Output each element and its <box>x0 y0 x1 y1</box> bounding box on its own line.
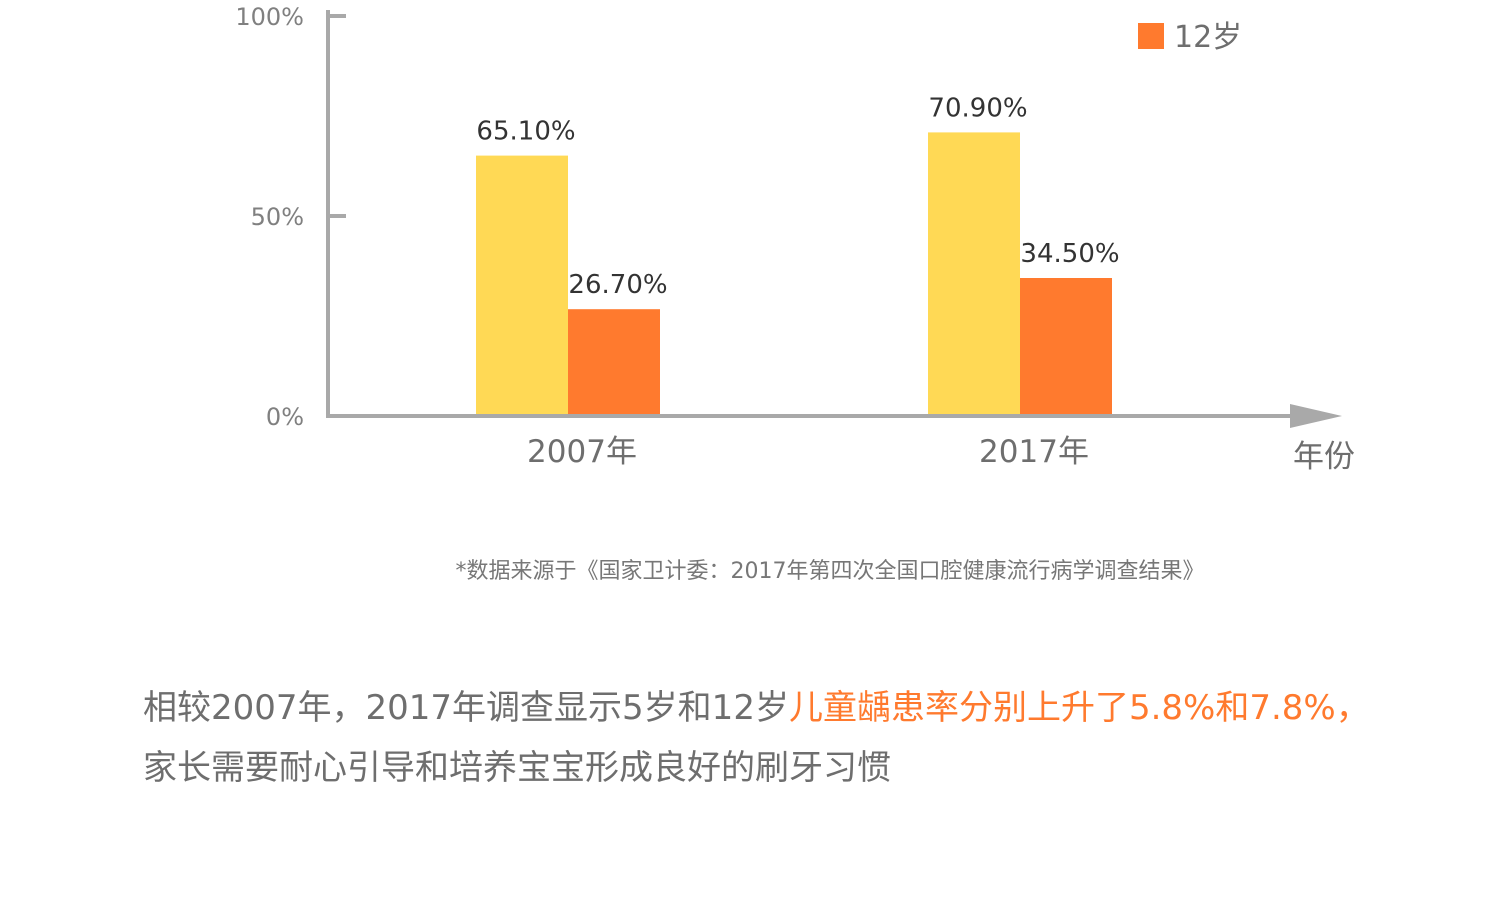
bar-chart: 0% 50% 100% 65.10% 70.90% 26.70% 34.50% 2007年 20… <box>235 3 1355 475</box>
x-category-label: 2017年 <box>979 434 1089 470</box>
chart-bars <box>476 132 1112 414</box>
data-label: 26.70% <box>568 270 667 300</box>
data-label: 34.50% <box>1020 239 1119 269</box>
summary-text: 相较2007年，2017年调查显示5岁和12岁儿童龋患率分别上升了5.8%和7.… <box>143 678 1373 798</box>
summary-text-part3: 家长需要耐心引导和培养宝宝形成良好的刷牙习惯 <box>143 748 891 788</box>
y-tick-label: 50% <box>251 203 304 231</box>
legend-label: 12岁 <box>1174 20 1242 55</box>
chart-legend: 12岁 <box>1138 20 1242 55</box>
legend-swatch <box>1138 23 1164 49</box>
summary-highlight: 儿童龋患率分别上升了5.8%和7.8%， <box>788 688 1370 728</box>
y-tick-label: 0% <box>266 403 304 431</box>
bar <box>928 132 1020 414</box>
x-axis-label: 年份 <box>1293 439 1355 475</box>
y-tick-label: 100% <box>235 3 304 31</box>
x-category-label: 2007年 <box>527 434 637 470</box>
summary-text-part1: 相较2007年，2017年调查显示5岁和12岁 <box>143 688 789 728</box>
data-label: 65.10% <box>476 117 575 147</box>
chart-axes <box>326 10 1342 428</box>
chart-labels: 0% 50% 100% 65.10% 70.90% 26.70% 34.50% 2007年 20… <box>235 3 1355 475</box>
source-note: *数据来源于《国家卫计委：2017年第四次全国口腔健康流行病学调查结果》 <box>455 559 1205 584</box>
bar <box>476 155 568 414</box>
data-label: 70.90% <box>928 93 1027 123</box>
x-axis-arrow-icon <box>1290 404 1342 428</box>
bar <box>568 309 660 414</box>
bar <box>1020 278 1112 414</box>
